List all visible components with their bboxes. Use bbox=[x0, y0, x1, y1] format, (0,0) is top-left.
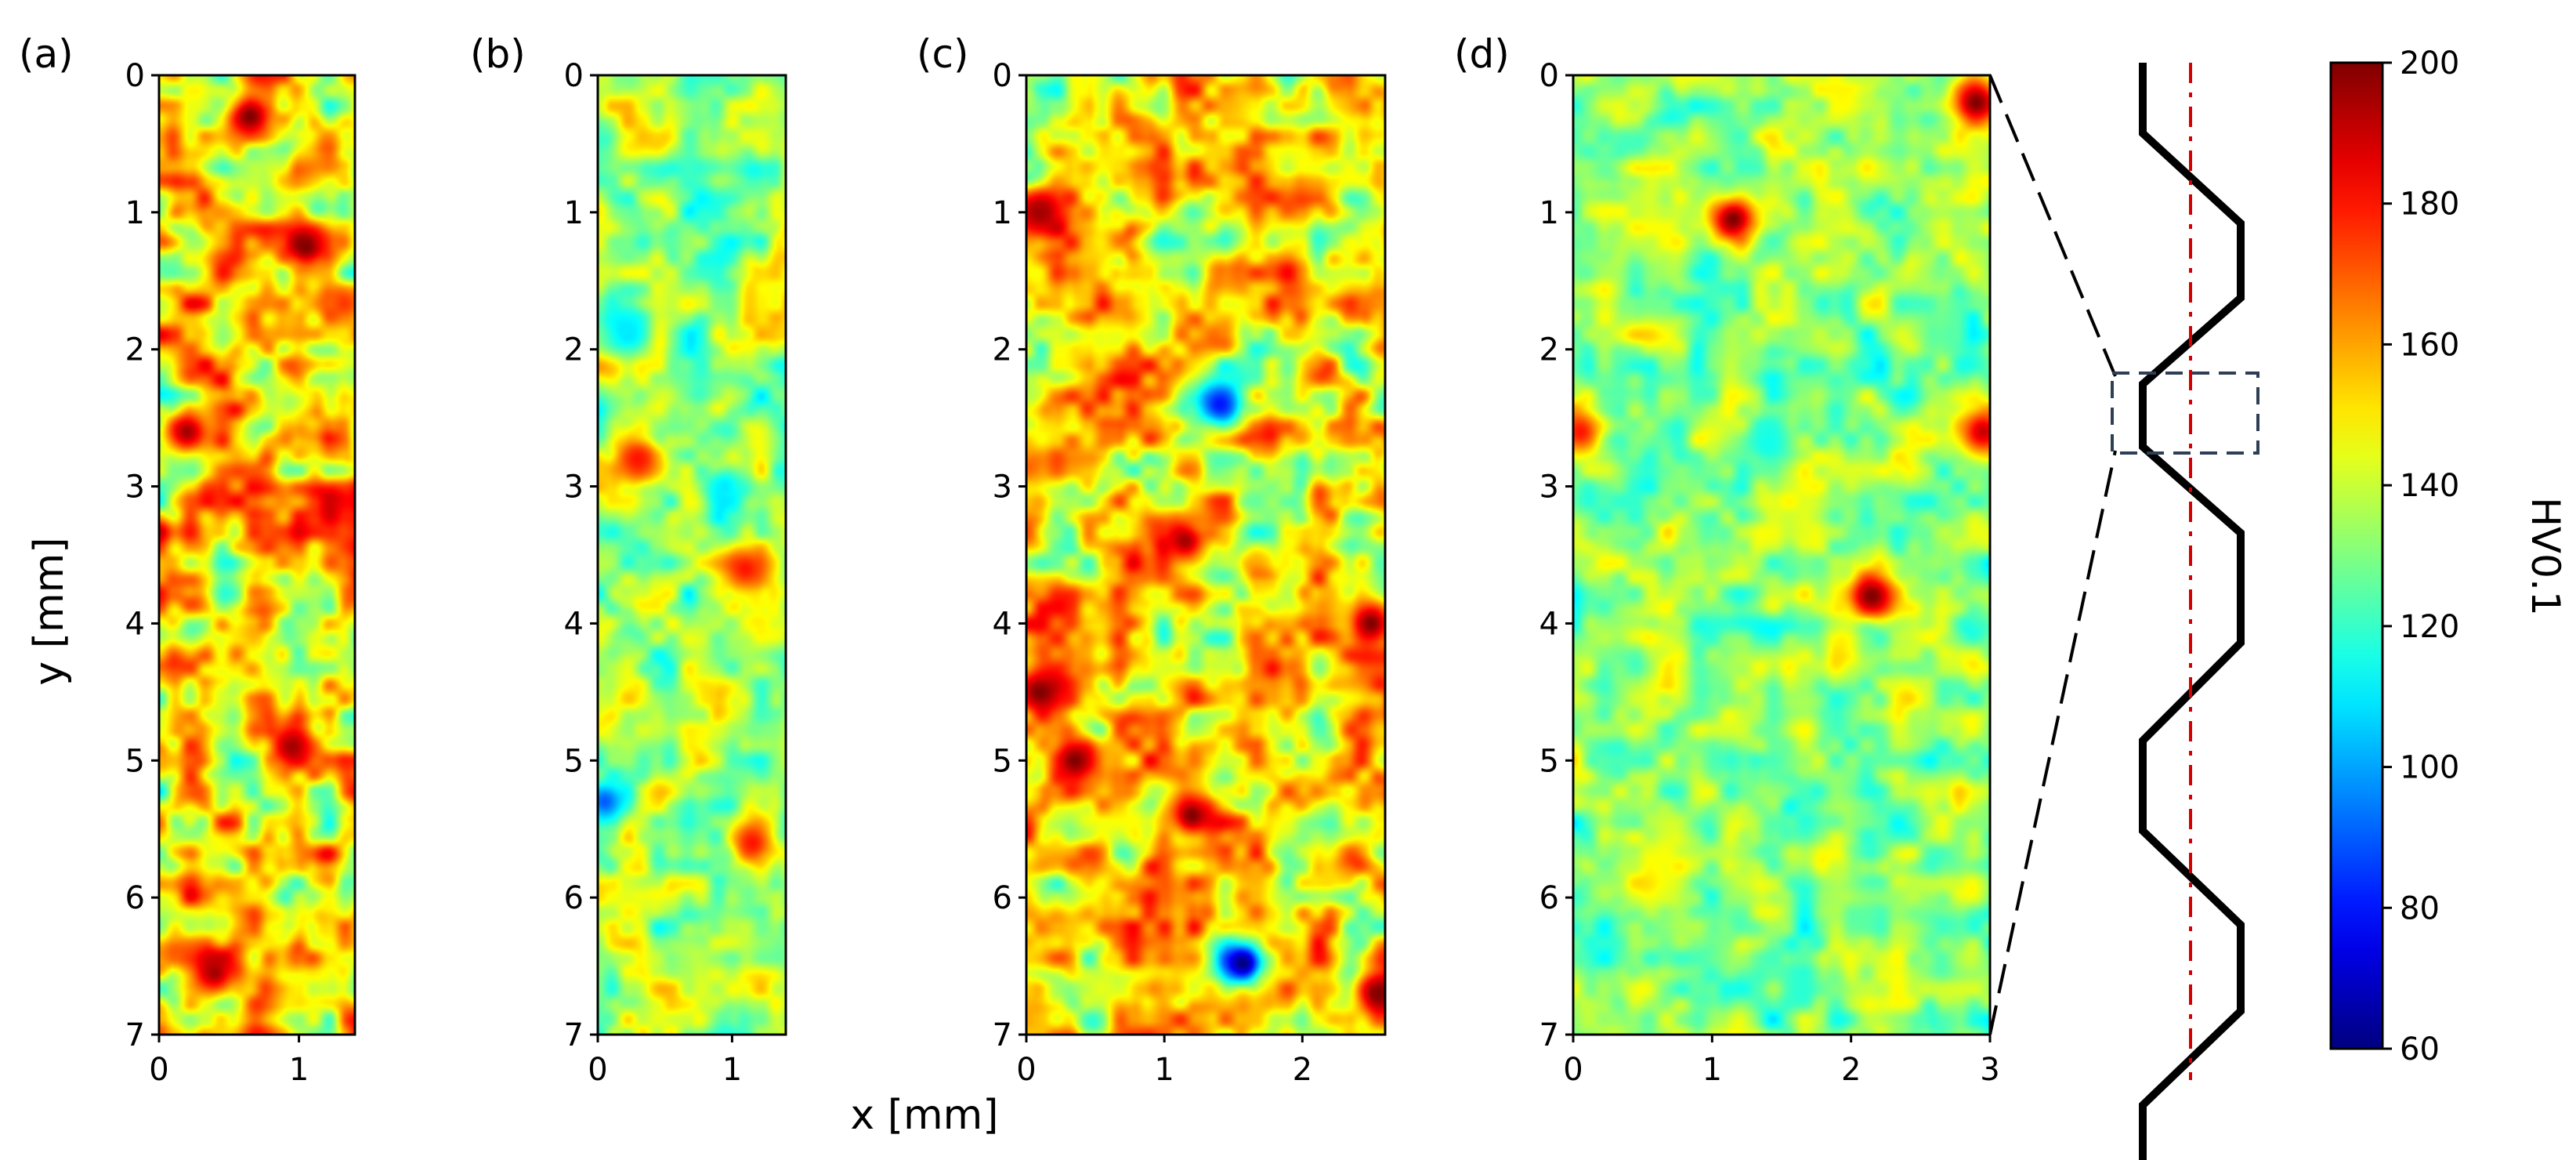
heatmap-image bbox=[1026, 75, 1385, 1035]
zoom-region-box bbox=[2111, 372, 2259, 455]
colorbar-tick-label: 140 bbox=[2400, 468, 2459, 504]
x-tick-label: 1 bbox=[1154, 1052, 1174, 1088]
colorbar: 60 80 100 120 140 160 180 200 HV0.1 bbox=[2329, 45, 2568, 1068]
x-tick-label: 2 bbox=[1293, 1052, 1312, 1088]
colorbar-tick-label: 80 bbox=[2400, 890, 2440, 926]
colorbar-tick-label: 120 bbox=[2400, 609, 2459, 645]
zoom-line-bottom bbox=[1988, 450, 2117, 1035]
y-tick-label: 6 bbox=[125, 880, 145, 916]
zoom-line-top bbox=[1988, 74, 2117, 377]
schematic-inset bbox=[1988, 63, 2259, 1160]
y-tick-label: 2 bbox=[564, 332, 584, 368]
y-tick-label: 2 bbox=[125, 332, 145, 368]
panel-label: (b) bbox=[470, 31, 526, 77]
y-tick-label: 0 bbox=[564, 58, 584, 94]
y-tick-label: 5 bbox=[564, 743, 584, 779]
panel-frame bbox=[1025, 74, 1387, 1036]
y-tick-label: 3 bbox=[564, 469, 584, 506]
colorbar-gradient bbox=[2329, 61, 2384, 1050]
y-tick-label: 4 bbox=[564, 606, 584, 642]
y-tick-label: 3 bbox=[993, 469, 1012, 506]
y-tick-label: 7 bbox=[993, 1017, 1012, 1053]
y-tick-label: 3 bbox=[125, 469, 145, 506]
colorbar-tick-label: 200 bbox=[2400, 45, 2459, 82]
y-tick-label: 7 bbox=[564, 1017, 584, 1053]
panel-label: (a) bbox=[19, 31, 74, 77]
y-axis-title: y [mm] bbox=[26, 537, 73, 685]
x-tick-label: 2 bbox=[1841, 1052, 1861, 1088]
y-tick-label: 5 bbox=[1539, 743, 1559, 779]
y-tick-label: 0 bbox=[125, 58, 145, 94]
x-tick-label: 1 bbox=[1702, 1052, 1722, 1088]
x-tick-label: 3 bbox=[1980, 1052, 1999, 1088]
x-tick-label: 1 bbox=[289, 1052, 309, 1088]
heatmap-image bbox=[598, 75, 786, 1035]
y-tick-label: 6 bbox=[993, 880, 1012, 916]
y-tick-label: 4 bbox=[993, 606, 1012, 642]
y-tick-label: 1 bbox=[564, 195, 584, 231]
panel-frame bbox=[157, 74, 356, 1036]
panel-frame bbox=[1572, 74, 1992, 1036]
y-tick-label: 7 bbox=[1539, 1017, 1559, 1053]
zigzag-wall-path bbox=[2139, 63, 2245, 1160]
panel-frame bbox=[596, 74, 787, 1036]
x-tick-label: 0 bbox=[149, 1052, 168, 1088]
x-tick-label: 1 bbox=[722, 1052, 742, 1088]
y-tick-label: 3 bbox=[1539, 469, 1559, 506]
colorbar-tick-label: 100 bbox=[2400, 750, 2459, 786]
y-tick-label: 1 bbox=[1539, 195, 1559, 231]
y-tick-label: 4 bbox=[1539, 606, 1559, 642]
panel-label: (c) bbox=[917, 31, 969, 77]
colorbar-label: HV0.1 bbox=[2523, 497, 2568, 615]
heatmap-image bbox=[159, 75, 355, 1035]
y-tick-label: 1 bbox=[993, 195, 1012, 231]
colorbar-ticks: 60 80 100 120 140 160 180 200 bbox=[2382, 45, 2459, 1068]
y-tick-label: 2 bbox=[1539, 332, 1559, 368]
y-tick-label: 0 bbox=[993, 58, 1012, 94]
y-tick-label: 6 bbox=[564, 880, 584, 916]
y-tick-label: 7 bbox=[125, 1017, 145, 1053]
panel-label: (d) bbox=[1454, 31, 1510, 77]
y-tick-label: 0 bbox=[1539, 58, 1559, 94]
y-tick-label: 5 bbox=[993, 743, 1012, 779]
colorbar-tick-label: 180 bbox=[2400, 187, 2459, 223]
y-tick-label: 1 bbox=[125, 195, 145, 231]
x-tick-label: 0 bbox=[1016, 1052, 1036, 1088]
y-tick-label: 5 bbox=[125, 743, 145, 779]
colorbar-tick-label: 60 bbox=[2400, 1031, 2440, 1068]
y-tick-label: 4 bbox=[125, 606, 145, 642]
x-axis-title: x [mm] bbox=[850, 1092, 998, 1139]
heatmap-image bbox=[1573, 75, 1990, 1035]
y-tick-label: 6 bbox=[1539, 880, 1559, 916]
colorbar-tick-label: 160 bbox=[2400, 327, 2459, 363]
y-tick-label: 2 bbox=[993, 332, 1012, 368]
x-tick-label: 0 bbox=[1563, 1052, 1583, 1088]
x-tick-label: 0 bbox=[588, 1052, 607, 1088]
